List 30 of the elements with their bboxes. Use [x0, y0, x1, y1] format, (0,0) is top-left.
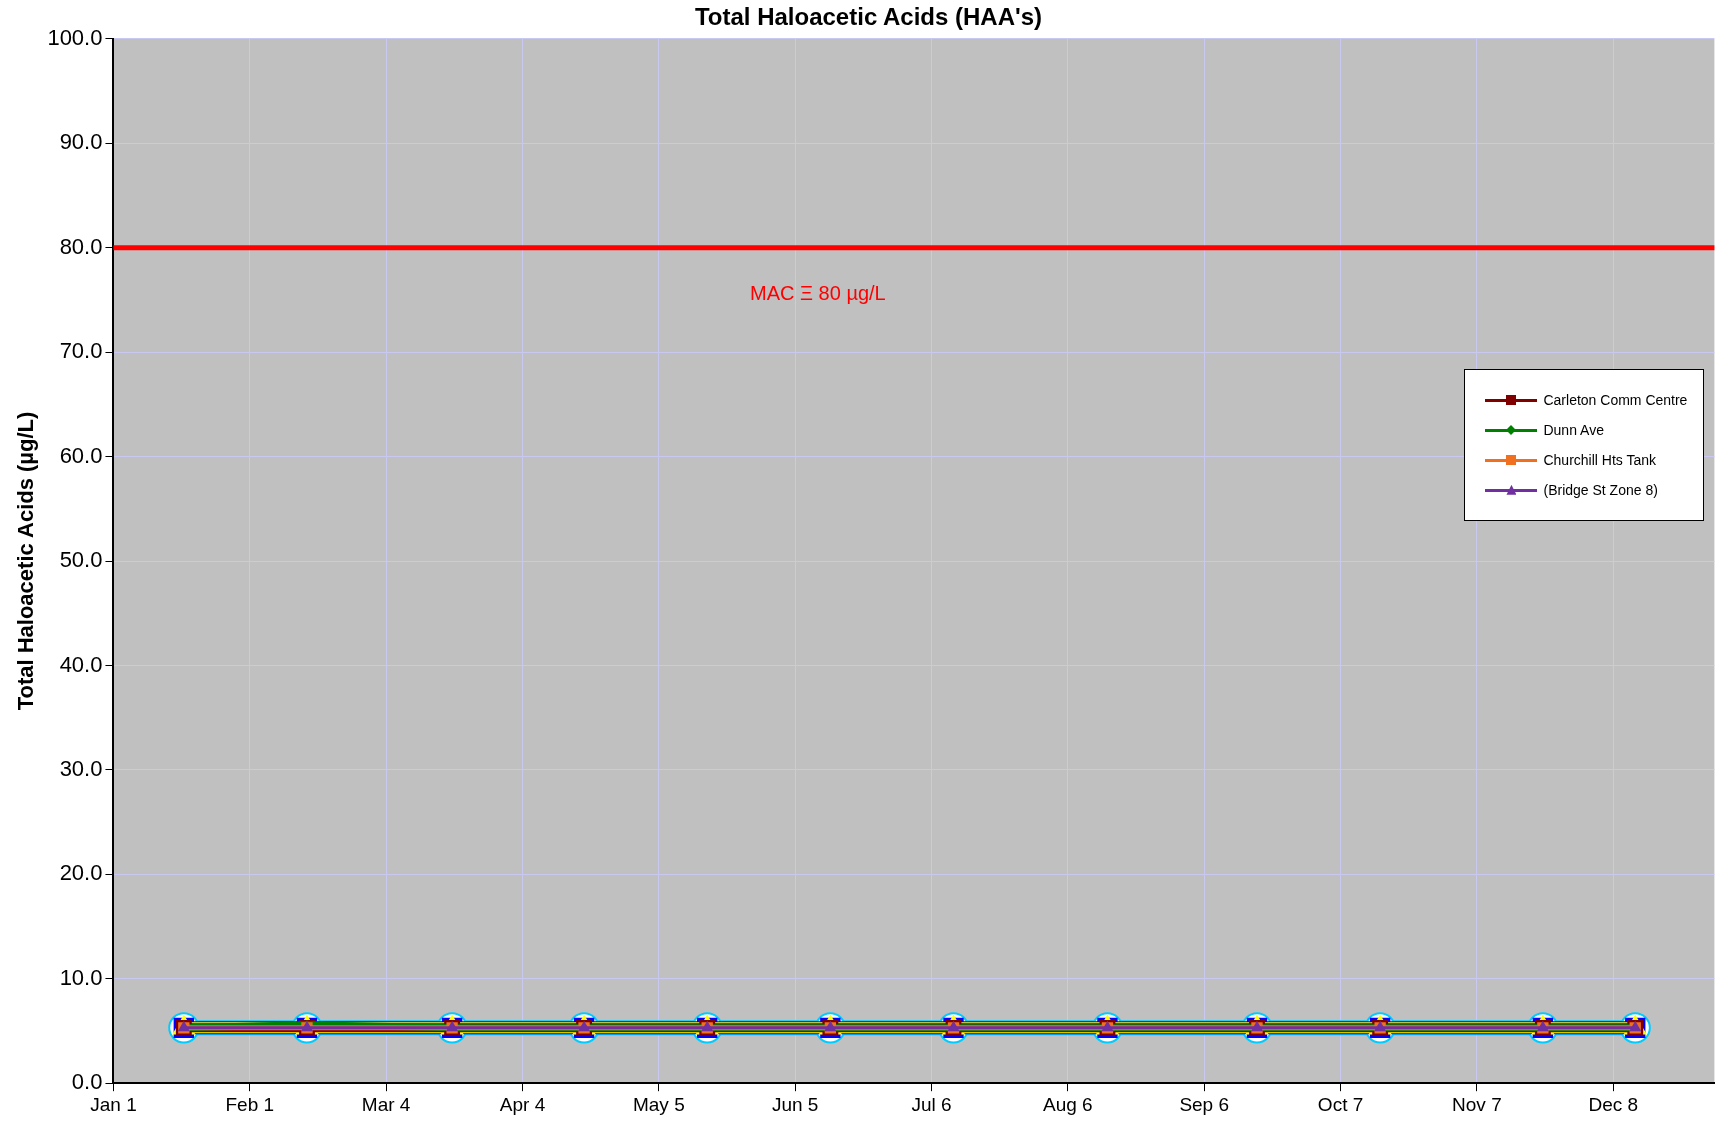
y-tick-label: 100.0 [47, 24, 103, 50]
x-tick-label: Oct 7 [1317, 1093, 1364, 1115]
x-tick-label: Jun 5 [771, 1093, 819, 1115]
y-tick-label: 50.0 [59, 547, 103, 573]
y-tick-label: 80.0 [59, 233, 103, 259]
x-tick-label: May 5 [632, 1093, 685, 1115]
x-tick-label: Sep 6 [1179, 1093, 1230, 1115]
x-tick-label: Feb 1 [225, 1093, 275, 1115]
x-tick-label: Jul 6 [911, 1093, 952, 1115]
chart-title: Total Haloacetic Acids (HAA's) [694, 3, 1043, 31]
x-tick-label: Dec 8 [1588, 1093, 1639, 1115]
legend-label: (Bridge St Zone 8) [1543, 481, 1658, 498]
x-tick-label: Jan 1 [90, 1093, 137, 1115]
legend-label: Dunn Ave [1543, 421, 1604, 438]
y-tick-label: 90.0 [59, 129, 103, 155]
x-tick-label: Mar 4 [361, 1093, 411, 1115]
y-axis-title: Total Haloacetic Acids (µg/L) [13, 411, 39, 711]
legend-label: Churchill Hts Tank [1543, 451, 1657, 468]
y-tick-label: 70.0 [59, 338, 103, 364]
y-tick-label: 10.0 [59, 964, 103, 990]
legend-label: Carleton Comm Centre [1543, 391, 1688, 408]
x-tick-label: Aug 6 [1043, 1093, 1093, 1115]
x-tick-label: Nov 7 [1452, 1093, 1502, 1115]
x-tick-label: Apr 4 [499, 1093, 546, 1115]
y-tick-label: 20.0 [59, 860, 103, 886]
y-tick-label: 0.0 [71, 1069, 103, 1095]
y-tick-label: 60.0 [59, 442, 103, 468]
y-tick-label: 40.0 [59, 651, 103, 677]
ref-line-label: MAC Ξ 80 µg/L [750, 282, 886, 305]
y-tick-label: 30.0 [59, 755, 103, 781]
